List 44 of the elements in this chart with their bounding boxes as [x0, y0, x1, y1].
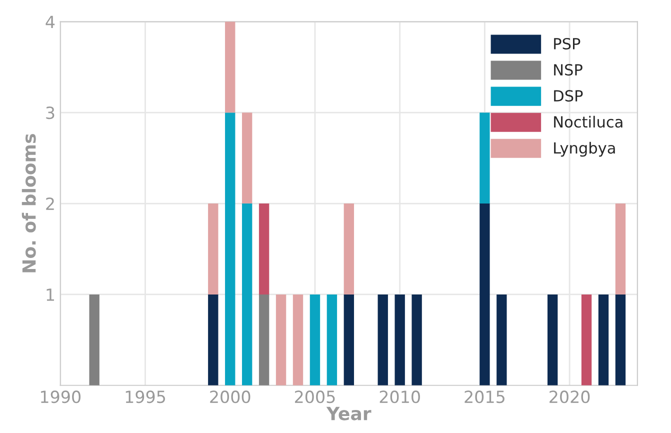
- bar: [208, 204, 218, 294]
- bar: [496, 294, 507, 386]
- bar: [378, 294, 388, 386]
- bar: [208, 294, 218, 386]
- y-tick-label: 3: [46, 106, 54, 120]
- legend-label: PSP: [554, 38, 580, 50]
- y-tick-label: 2: [46, 197, 54, 210]
- bar: [480, 204, 490, 386]
- bar: [225, 112, 236, 386]
- legend-label: Noctiluca: [554, 116, 622, 128]
- bar: [412, 294, 422, 386]
- bar: [258, 204, 270, 294]
- bar: [326, 294, 338, 386]
- bar: [581, 294, 592, 386]
- x-tick-label: 2015: [464, 390, 504, 404]
- x-tick-label: 1995: [126, 390, 166, 404]
- x-tick-label: 2000: [210, 390, 250, 404]
- bar: [310, 294, 320, 386]
- bar: [615, 204, 626, 294]
- bar: [276, 294, 286, 386]
- legend-label: NSP: [554, 64, 582, 76]
- bar: [89, 294, 100, 386]
- bar: [480, 112, 490, 204]
- y-tick-label: 1: [46, 288, 54, 301]
- bar: [242, 204, 252, 386]
- bar: [344, 294, 354, 386]
- x-tick-label: 1990: [41, 390, 80, 404]
- y-axis-title: No. of blooms: [22, 134, 36, 272]
- bar: [292, 294, 304, 386]
- bar: [598, 294, 609, 386]
- bar: [615, 294, 626, 386]
- bar: [258, 294, 270, 386]
- bar: [547, 294, 558, 386]
- legend-label: DSP: [554, 90, 583, 102]
- y-tick-label: 4: [46, 16, 55, 28]
- x-axis-title: Year: [326, 406, 372, 420]
- bar: [344, 204, 354, 294]
- bar: [394, 294, 405, 386]
- bar: [225, 22, 236, 113]
- x-tick-label: 2010: [380, 390, 420, 404]
- bar: [242, 112, 252, 204]
- x-tick-label: 2020: [550, 390, 590, 404]
- x-tick-label: 2005: [294, 390, 335, 404]
- legend-label: Lyngbya: [554, 142, 615, 157]
